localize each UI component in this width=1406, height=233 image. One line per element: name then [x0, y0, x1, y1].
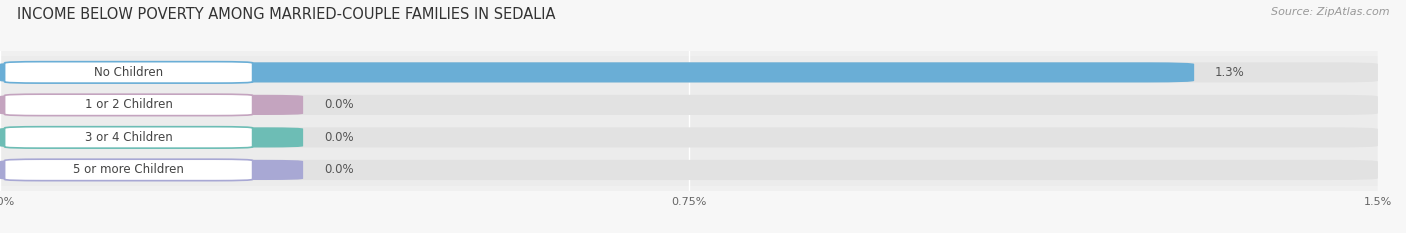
- FancyBboxPatch shape: [0, 62, 1194, 82]
- FancyBboxPatch shape: [0, 160, 1378, 180]
- FancyBboxPatch shape: [0, 127, 304, 147]
- FancyBboxPatch shape: [0, 95, 304, 115]
- Text: 5 or more Children: 5 or more Children: [73, 163, 184, 176]
- FancyBboxPatch shape: [0, 95, 1378, 115]
- Text: 0.0%: 0.0%: [323, 163, 353, 176]
- FancyBboxPatch shape: [4, 94, 253, 116]
- FancyBboxPatch shape: [0, 121, 1378, 154]
- FancyBboxPatch shape: [0, 154, 1378, 186]
- Text: 1.3%: 1.3%: [1215, 66, 1244, 79]
- FancyBboxPatch shape: [0, 56, 1378, 89]
- Text: No Children: No Children: [94, 66, 163, 79]
- FancyBboxPatch shape: [0, 127, 1378, 147]
- Text: INCOME BELOW POVERTY AMONG MARRIED-COUPLE FAMILIES IN SEDALIA: INCOME BELOW POVERTY AMONG MARRIED-COUPL…: [17, 7, 555, 22]
- FancyBboxPatch shape: [0, 89, 1378, 121]
- FancyBboxPatch shape: [4, 127, 253, 148]
- Text: 0.0%: 0.0%: [323, 131, 353, 144]
- Text: 1 or 2 Children: 1 or 2 Children: [84, 98, 173, 111]
- FancyBboxPatch shape: [0, 160, 304, 180]
- FancyBboxPatch shape: [4, 159, 253, 181]
- FancyBboxPatch shape: [4, 62, 253, 83]
- Text: Source: ZipAtlas.com: Source: ZipAtlas.com: [1271, 7, 1389, 17]
- FancyBboxPatch shape: [0, 62, 1378, 82]
- Text: 3 or 4 Children: 3 or 4 Children: [84, 131, 173, 144]
- Text: 0.0%: 0.0%: [323, 98, 353, 111]
